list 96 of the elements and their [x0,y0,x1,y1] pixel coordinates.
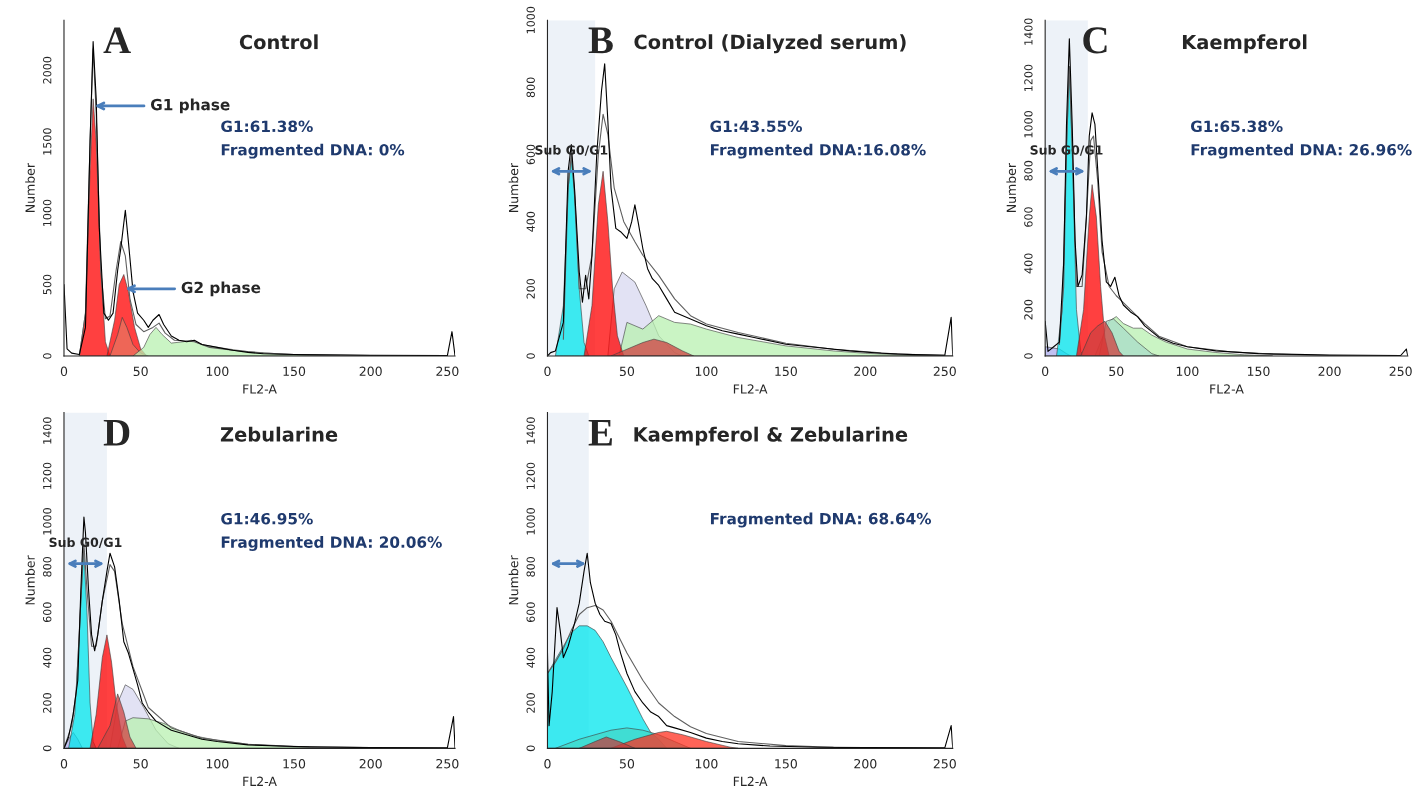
annotation: E [588,419,612,446]
x-tick-label: 250 [933,366,956,377]
y-tick-label: 200 [1024,299,1033,320]
y-tick-label: 1400 [1024,18,1033,45]
y-axis-title: Number [1006,162,1017,212]
y-tick-label: 600 [43,602,52,623]
annotation: G1:61.38% [221,120,313,133]
y-tick-label: 1200 [43,462,52,490]
x-tick-label: 0 [544,366,551,377]
x-tick-label: 100 [206,758,229,769]
x-tick-label: 100 [695,758,718,769]
y-axis-title: Number [508,555,519,605]
x-tick-label: 150 [283,758,306,769]
y-tick-label: 800 [526,556,535,577]
y-tick-label: 600 [1024,207,1033,227]
annotation: Fragmented DNA: 20.06% [221,536,442,551]
x-tick-label: 200 [1318,366,1341,377]
y-tick-label: 0 [1024,353,1033,359]
x-axis-title: FL2-A [243,384,277,394]
y-tick-label: 0 [526,745,535,752]
y-tick-label: 400 [526,647,535,668]
x-tick-label: 200 [854,758,877,769]
annotation: G1:65.38% [1190,120,1283,133]
x-tick-label: 250 [933,758,956,769]
annotation: G1:43.55% [710,120,802,133]
text: Zebularine [220,426,338,442]
x-tick-label: 0 [60,366,68,377]
x-tick-label: 100 [206,366,229,377]
y-tick-label: 1400 [526,417,535,444]
x-axis-title: FL2-A [1210,384,1244,394]
x-tick-label: 150 [775,366,797,377]
y-tick-label: 1000 [1024,111,1033,138]
y-tick-label: 2000 [43,56,52,84]
y-tick-label: 0 [43,745,52,752]
y-tick-label: 1000 [526,6,535,34]
annotation: G1 phase [150,98,230,114]
x-tick-label: 250 [1389,366,1412,377]
y-tick-label: 0 [526,353,535,359]
y-tick-label: 1000 [526,508,535,535]
y-tick-label: 200 [526,693,535,713]
y-tick-label: 1000 [43,508,52,535]
annotation: Fragmented DNA: 68.64% [710,512,932,528]
annotation: Fragmented DNA:16.08% [710,143,926,159]
x-axis-title: FL2-A [243,776,277,786]
text: Kaempferol [1182,34,1307,54]
y-tick-label: 600 [526,144,535,165]
x-tick-label: 250 [436,758,459,769]
x-tick-label: 200 [359,758,382,769]
text: Control [239,34,318,50]
x-tick-label: 0 [544,758,551,769]
annotation: Fragmented DNA: 0% [221,143,405,159]
x-tick-label: 200 [854,366,877,377]
y-tick-label: 800 [43,556,52,577]
y-tick-label: 800 [1024,160,1033,181]
y-tick-label: 200 [526,278,535,299]
x-tick-label: 0 [60,758,68,769]
annotation: Fragmented DNA: 26.96% [1191,143,1412,159]
y-tick-label: 200 [43,693,52,713]
annotation: G1:46.95% [221,512,313,525]
x-tick-label: 50 [1109,366,1124,377]
y-tick-label: 1000 [43,199,52,227]
y-tick-label: 800 [526,77,535,98]
y-tick-label: 1400 [43,417,52,444]
y-axis-title: Number [508,162,519,212]
text: Kaempferol & Zebularine [634,426,908,446]
text: Control (Dialyzed serum) [634,34,906,54]
x-tick-label: 150 [775,758,797,769]
y-tick-label: 400 [526,211,535,232]
x-tick-label: 50 [133,366,148,377]
x-tick-label: 100 [695,366,718,377]
y-axis-title: Number [25,555,35,605]
x-tick-label: 150 [283,366,306,377]
annotation: B [588,27,613,54]
x-tick-label: 250 [436,366,459,377]
y-tick-label: 1200 [1024,64,1033,92]
x-tick-label: 50 [619,758,635,769]
x-tick-label: 0 [1042,366,1049,377]
y-axis-title: Number [25,162,35,212]
y-tick-label: 1500 [43,128,52,155]
y-tick-label: 400 [43,647,52,668]
annotation: G2 phase [181,281,261,297]
y-tick-label: 1200 [526,462,535,490]
x-tick-label: 100 [1176,366,1199,377]
x-tick-label: 50 [133,758,148,769]
y-tick-label: 400 [1024,253,1033,274]
x-axis-title: FL2-A [733,384,768,394]
annotation: D [103,419,130,446]
x-axis-title: FL2-A [733,776,768,786]
x-tick-label: 200 [359,366,382,377]
y-tick-label: 0 [43,353,52,359]
x-tick-label: 150 [1247,366,1270,377]
y-tick-label: 600 [526,602,535,623]
x-tick-label: 50 [619,366,635,377]
annotation: C [1083,27,1107,54]
annotation: A [103,27,131,54]
y-tick-label: 500 [43,274,52,295]
